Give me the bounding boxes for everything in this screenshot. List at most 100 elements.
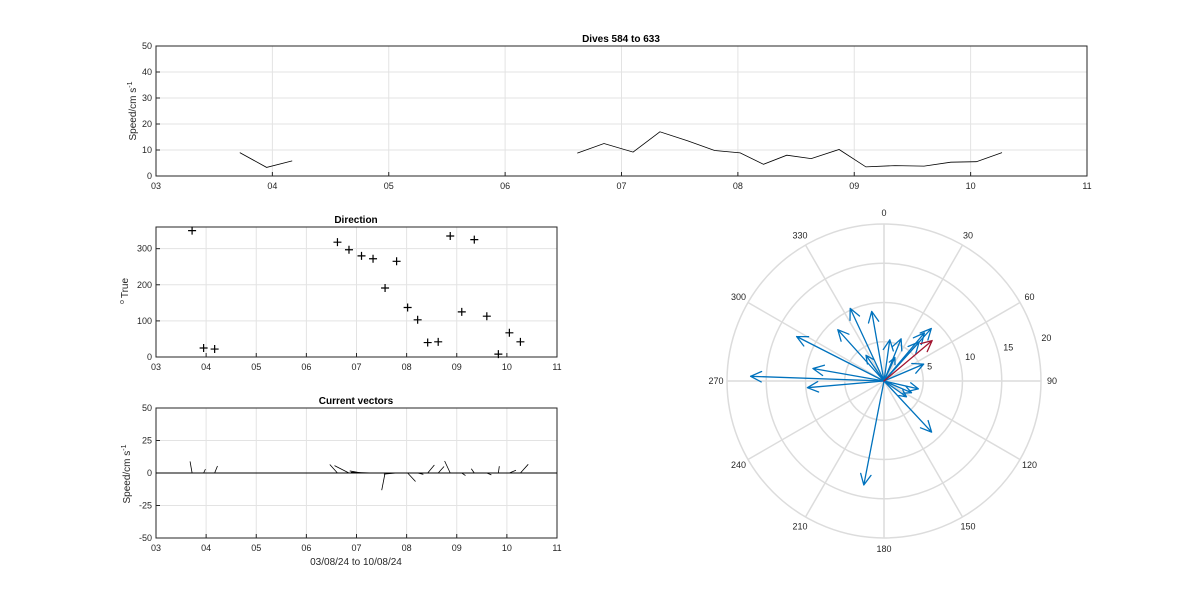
direction-xtick-label: 08	[402, 362, 412, 372]
compass-angle-label: 300	[731, 292, 746, 302]
vectors-tick-labels: 03 04 05 06 07 08 09 10 11 50 25 0 -25 -50	[139, 403, 562, 553]
vectors-xtick-label: 07	[351, 543, 361, 553]
speed-ytick-label: 20	[142, 119, 152, 129]
direction-point	[392, 257, 401, 266]
speed-title: Dives 584 to 633	[582, 34, 660, 45]
compass-spoke	[804, 380, 885, 518]
compass-angle-label: 270	[708, 376, 723, 386]
speed-xtick-label: 04	[267, 181, 277, 191]
speed-xtick-label: 07	[616, 181, 626, 191]
compass-spoke	[747, 301, 885, 382]
vector-stick	[203, 468, 206, 474]
compass-arrow	[882, 339, 894, 382]
direction-point	[357, 251, 366, 260]
vector-stick	[334, 465, 350, 474]
compass-arrow	[812, 364, 885, 382]
compass-arrow	[883, 338, 903, 382]
speed-grid	[155, 45, 1088, 177]
direction-point	[199, 343, 208, 352]
direction-point	[505, 328, 514, 337]
vectors-ylabel-sup: -1	[121, 444, 128, 450]
direction-ytick-label: 200	[137, 280, 152, 290]
vector-stick	[461, 472, 466, 476]
direction-xtick-label: 07	[351, 362, 361, 372]
speed-ylabel-sup: -1	[127, 81, 134, 87]
direction-xtick-label: 06	[301, 362, 311, 372]
direction-xtick-label: 11	[552, 362, 561, 372]
speed-ylabel-text: Speed/cm s	[128, 88, 139, 141]
direction-point	[494, 350, 503, 359]
compass-spoke	[747, 380, 885, 461]
compass-arrow	[883, 380, 920, 392]
vector-stick	[350, 471, 374, 474]
compass-arrow	[883, 362, 925, 382]
vectors-xtick-label: 10	[502, 543, 512, 553]
speed-tick-labels: 03 04 05 06 07 08 09 10 11 0 10 20 30 40 50	[142, 41, 1092, 191]
speed-xtick-label: 06	[500, 181, 510, 191]
vector-stick	[470, 468, 475, 474]
vectors-sticks	[156, 460, 557, 491]
vector-stick	[214, 465, 218, 474]
direction-point	[482, 312, 491, 321]
compass-angle-label: 120	[1022, 460, 1037, 470]
vector-stick	[417, 472, 424, 475]
vector-stick	[444, 460, 451, 474]
direction-xtick-label: 04	[201, 362, 211, 372]
compass-radius-label: 10	[965, 352, 975, 362]
speed-ylabel: Speed/cm s-1	[127, 81, 139, 140]
direction-point	[413, 315, 422, 324]
vectors-ytick-label: -25	[139, 501, 152, 511]
direction-point	[344, 245, 353, 254]
direction-ylabel-sup: o	[119, 300, 126, 304]
speed-ytick-label: 0	[147, 171, 152, 181]
compass-labels: 0 30 60 90 120 150 180 210 240 270 300 330 5 10 15 20	[708, 208, 1057, 554]
vectors-ytick-label: 0	[147, 468, 152, 478]
vectors-xtick-label: 05	[251, 543, 261, 553]
vector-stick	[329, 464, 338, 474]
vector-stick	[381, 472, 386, 491]
compass-spoke	[883, 380, 964, 518]
speed-xtick-label: 10	[966, 181, 976, 191]
vector-stick	[437, 466, 445, 474]
direction-grid	[155, 227, 558, 358]
compass-mean-arrow	[883, 339, 933, 382]
direction-point	[403, 303, 412, 312]
direction-point	[470, 235, 479, 244]
vectors-xtick-label: 03	[151, 543, 161, 553]
direction-axes-frame	[155, 226, 558, 358]
speed-series	[239, 131, 1003, 168]
direction-ylabel-text: True	[120, 278, 131, 299]
compass-angle-label: 90	[1047, 376, 1057, 386]
vectors-ylabel-text: Speed/cm s	[122, 451, 133, 504]
speed-ytick-label: 50	[142, 41, 152, 51]
vector-stick	[427, 464, 435, 474]
compass-spoke	[883, 380, 1021, 461]
speed-ytick-label: 30	[142, 93, 152, 103]
vectors-ytick-label: -50	[139, 533, 152, 543]
vector-stick	[520, 464, 529, 474]
vector-stick	[383, 472, 397, 475]
compass-arrow	[865, 354, 885, 382]
speed-xtick-label: 11	[1082, 181, 1091, 191]
direction-ytick-label: 300	[137, 244, 152, 254]
compass-arrow	[749, 370, 885, 383]
direction-title: Direction	[334, 215, 377, 226]
vectors-panel: 03 04 05 06 07 08 09 10 11 50 25 0 -25 -50 Current ve…	[121, 396, 562, 568]
direction-xtick-label: 03	[151, 362, 161, 372]
compass-arrows	[749, 307, 933, 486]
vector-stick	[486, 472, 492, 476]
compass-spoke	[883, 301, 1021, 382]
compass-radius-label: 20	[1041, 333, 1051, 343]
vectors-xtick-label: 09	[452, 543, 462, 553]
direction-panel: 03 04 05 06 07 08 09 10 11 0 100 200 300 Direction o…	[119, 215, 562, 372]
vector-stick	[509, 469, 517, 474]
compass-arrow	[860, 380, 885, 486]
direction-tick-labels: 03 04 05 06 07 08 09 10 11 0 100 200 300	[137, 244, 562, 372]
direction-xtick-label: 10	[502, 362, 512, 372]
direction-ytick-label: 0	[147, 352, 152, 362]
vectors-ytick-label: 50	[142, 403, 152, 413]
compass-arrow	[806, 380, 885, 393]
speed-xtick-label: 03	[151, 181, 161, 191]
